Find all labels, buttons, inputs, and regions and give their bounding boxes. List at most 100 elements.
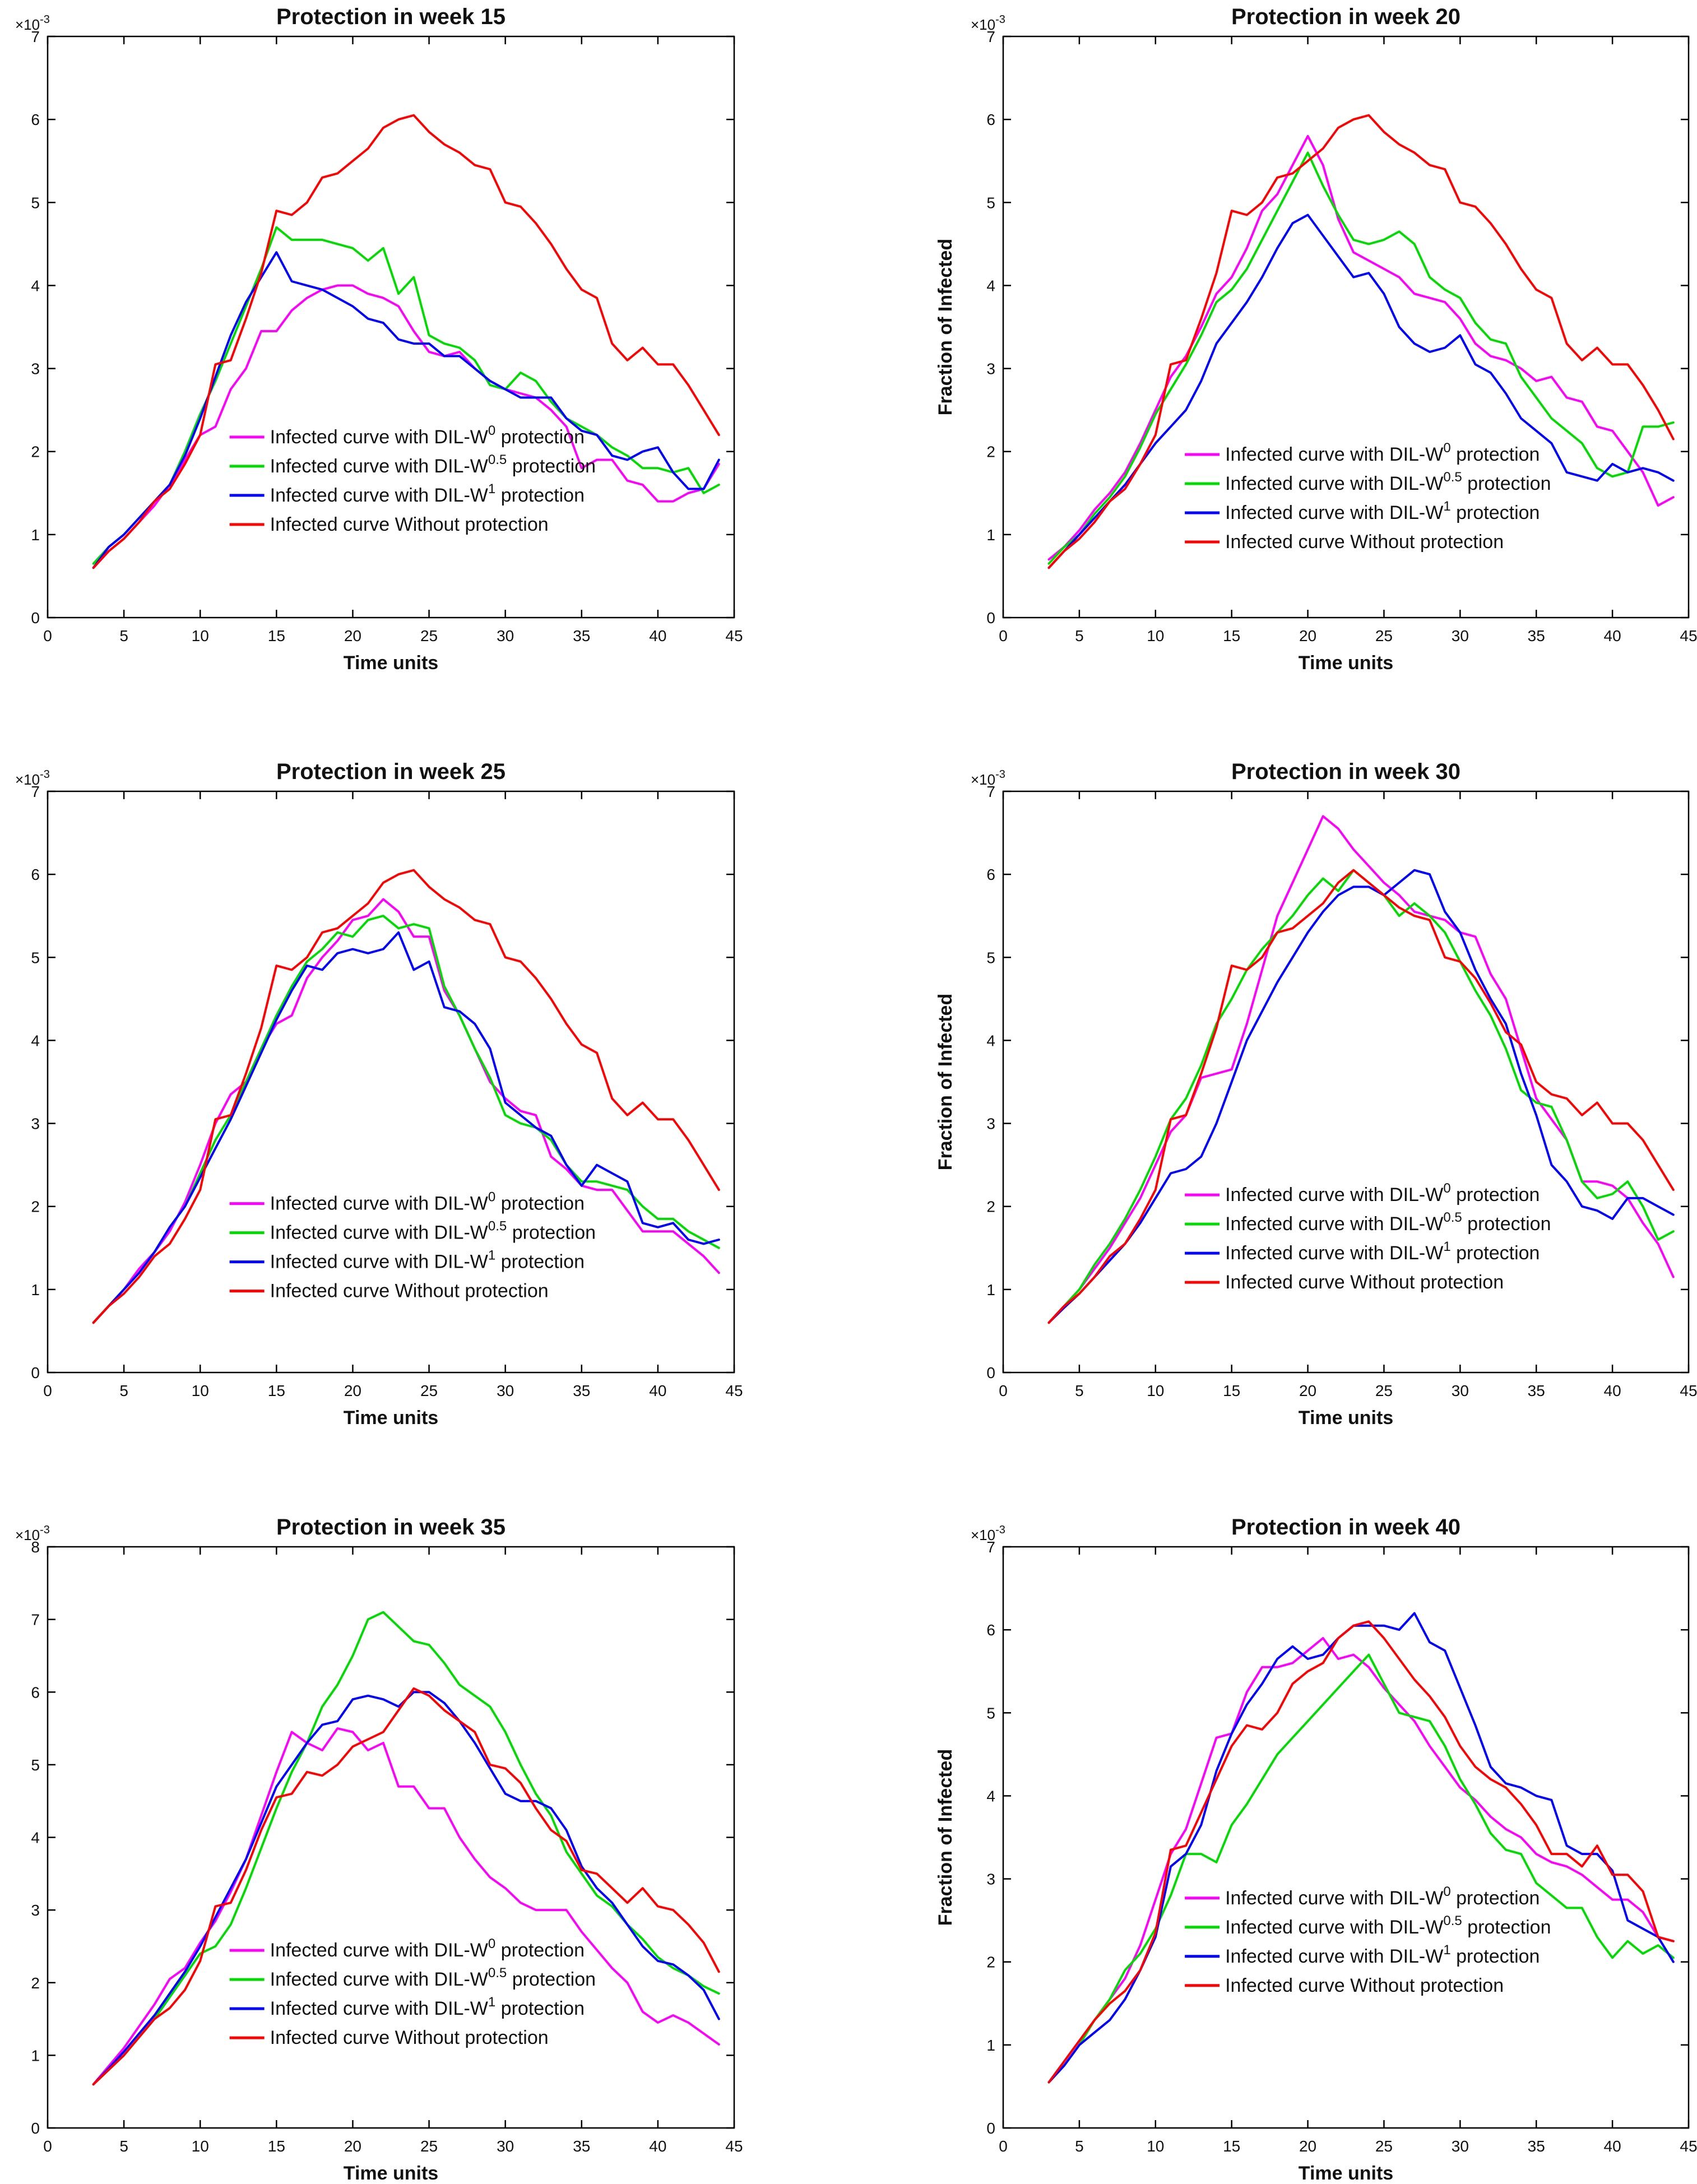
y-tick-label: 0 [31,2120,40,2137]
y-tick-label: 6 [31,111,40,128]
x-tick-label: 25 [420,627,438,644]
x-tick-label: 15 [268,627,285,644]
y-tick-label: 4 [986,1032,995,1049]
x-tick-label: 20 [344,2137,361,2155]
x-tick-label: 30 [497,627,514,644]
x-tick-label: 5 [1075,2137,1084,2155]
x-tick-label: 40 [1604,627,1621,644]
x-tick-label: 15 [1223,627,1240,644]
x-tick-label: 35 [573,2137,590,2155]
y-tick-label: 6 [31,866,40,883]
legend-label-DIL-W0.5: Infected curve with DIL-W0.5 protection [1225,470,1551,494]
x-tick-label: 0 [43,627,52,644]
x-tick-label: 15 [268,2137,285,2155]
y-axis-exponent-label: ×10-3 [15,13,50,33]
y-tick-label: 6 [986,866,995,883]
series-line-Without [1047,1620,1675,2084]
legend-label-DIL-W0: Infected curve with DIL-W0 protection [1225,1884,1540,1909]
y-tick-label: 8 [31,1538,40,1556]
legend-label-DIL-W1: Infected curve with DIL-W1 protection [270,481,585,506]
axes-box [47,790,735,1374]
series-line-DIL-W0.5 [1047,151,1675,565]
chart-week-40: Protection in week 40×10-30 5 10 15 20 25 30 35… [935,1515,1697,2184]
legend-label-Without: Infected curve Without protection [1225,531,1504,553]
x-tick-label: 0 [999,627,1008,644]
series-line-DIL-W0.5 [92,1611,720,2086]
y-tick-label: 0 [986,1364,995,1381]
legend-label-Without: Infected curve Without protection [1225,1975,1504,1996]
series-line-DIL-W0.5 [1047,1653,1675,2084]
y-tick-label: 1 [31,2047,40,2064]
x-tick-label: 5 [119,2137,128,2155]
legend-label-DIL-W0.5: Infected curve with DIL-W0.5 protection [1225,1210,1551,1235]
chart-title: Protection in week 30 [1231,759,1460,784]
series-line-Without [92,114,720,569]
x-tick-label: 10 [1147,2137,1164,2155]
x-tick-label: 40 [649,2137,666,2155]
x-tick-label: 5 [119,1382,128,1399]
legend-label-DIL-W0: Infected curve with DIL-W0 protection [1225,1181,1540,1205]
y-tick-label: 0 [31,1364,40,1381]
legend-label-Without: Infected curve Without protection [270,514,549,535]
chart-title: Protection in week 15 [276,4,506,29]
x-tick-label: 30 [497,2137,514,2155]
x-tick-label: 5 [119,627,128,644]
y-tick-label: 3 [986,360,995,378]
chart-cell-2: Protection in week 20 ×10-3 0 5 10 15 20 25 30 35… [848,0,1697,728]
x-tick-label: 35 [573,627,590,644]
y-axis-exponent-label: ×10-3 [15,768,50,788]
y-axis-label: Fraction of Infected [935,994,956,1170]
chart-week-15: Protection in week 15×10-30 5 10 15 20 25 30 35… [0,4,743,674]
x-tick-label: 30 [1452,627,1469,644]
legend-label-DIL-W1: Infected curve with DIL-W1 protection [1225,499,1540,523]
x-axis-label: Time units [1299,2163,1393,2184]
y-tick-label: 6 [31,1684,40,1701]
y-tick-label: 7 [31,1611,40,1629]
x-tick-label: 45 [1680,627,1697,644]
y-tick-label: 2 [986,1198,995,1216]
legend-label-DIL-W0.5: Infected curve with DIL-W0.5 protection [270,1219,596,1244]
axes-box [1002,790,1690,1374]
y-tick-label: 3 [31,1115,40,1133]
x-tick-label: 40 [649,1382,666,1399]
legend-label-DIL-W0: Infected curve with DIL-W0 protection [270,1936,585,1961]
legend-label-DIL-W0.5: Infected curve with DIL-W0.5 protection [1225,1913,1551,1938]
y-tick-label: 5 [31,194,40,211]
y-tick-label: 4 [31,1829,40,1847]
x-tick-label: 15 [268,1382,285,1399]
axes-box [1002,1546,1690,2129]
chart-week-25: Protection in week 25×10-30 5 10 15 20 25 30 35… [0,759,743,1429]
y-tick-label: 5 [986,949,995,966]
legend-label-DIL-W0.5: Infected curve with DIL-W0.5 protection [270,1965,596,1990]
x-axis-label: Time units [1299,1407,1393,1429]
y-tick-label: 3 [986,1115,995,1133]
x-tick-label: 40 [1604,2137,1621,2155]
legend-label-DIL-W1: Infected curve with DIL-W1 protection [270,1248,585,1273]
chart-title: Protection in week 40 [1231,1515,1460,1540]
x-tick-label: 25 [1375,627,1393,644]
x-tick-label: 5 [1075,1382,1084,1399]
legend: Infected curve with DIL-W0 protection Inf… [1185,440,1551,553]
y-axis-exponent-label: ×10-3 [971,768,1005,788]
y-axis-label: Fraction of Infected [0,1749,1,1926]
y-tick-label: 6 [986,111,995,128]
chart-title: Protection in week 25 [276,759,506,784]
x-tick-label: 20 [1299,627,1316,644]
x-tick-label: 0 [43,1382,52,1399]
y-axis-label: Fraction of Infected [935,1749,956,1926]
y-tick-label: 0 [986,2120,995,2137]
y-tick-label: 1 [986,1281,995,1299]
x-tick-label: 5 [1075,627,1084,644]
x-tick-label: 0 [999,1382,1008,1399]
y-tick-label: 4 [986,1787,995,1805]
y-tick-label: 2 [986,443,995,461]
series-line-Without [92,869,720,1324]
legend-label-DIL-W0: Infected curve with DIL-W0 protection [270,423,585,448]
y-axis-label: Fraction of Infected [0,239,1,415]
legend: Infected curve with DIL-W0 protection Inf… [229,1936,596,2048]
chart-cell-4: Protection in week 30 ×10-3 0 5 10 15 20 25 30 35… [848,728,1697,1456]
x-tick-label: 45 [725,2137,743,2155]
x-axis-label: Time units [1299,652,1393,674]
x-tick-label: 45 [725,1382,743,1399]
y-tick-label: 2 [31,1198,40,1216]
